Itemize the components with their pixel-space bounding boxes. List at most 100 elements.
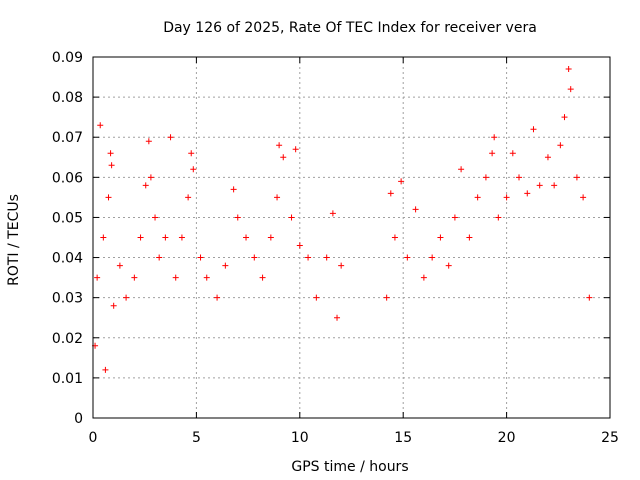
y-tick-label: 0.03 xyxy=(52,291,83,307)
data-point xyxy=(503,194,510,201)
data-point xyxy=(437,234,444,241)
y-axis-label: ROTI / TECUs xyxy=(6,194,22,286)
data-point xyxy=(451,214,458,221)
data-point xyxy=(197,254,204,261)
data-point xyxy=(495,214,502,221)
y-tick-label: 0.07 xyxy=(52,130,83,146)
data-point xyxy=(110,302,117,309)
data-point xyxy=(544,154,551,161)
data-point xyxy=(445,262,452,269)
data-point xyxy=(243,234,250,241)
data-point xyxy=(152,214,159,221)
data-point xyxy=(97,122,104,129)
data-point xyxy=(190,166,197,173)
data-point xyxy=(536,182,543,189)
data-point xyxy=(147,174,154,181)
data-point xyxy=(142,182,149,189)
data-point xyxy=(274,194,281,201)
x-tick-label: 25 xyxy=(601,430,619,446)
data-point xyxy=(108,162,115,169)
data-point xyxy=(296,242,303,249)
data-point xyxy=(185,194,192,201)
data-point xyxy=(489,150,496,157)
data-point xyxy=(222,262,229,269)
data-point xyxy=(292,146,299,153)
data-point xyxy=(203,274,210,281)
data-point xyxy=(172,274,179,281)
grid xyxy=(93,57,610,418)
data-point xyxy=(156,254,163,261)
x-tick-label: 10 xyxy=(291,430,309,446)
data-point xyxy=(276,142,283,149)
x-tick-label: 15 xyxy=(394,430,412,446)
x-tick-label: 5 xyxy=(192,430,201,446)
y-tick-label: 0 xyxy=(74,411,83,427)
data-point xyxy=(102,366,109,373)
x-tick-label: 20 xyxy=(498,430,516,446)
data-point xyxy=(565,66,572,73)
x-axis-label: GPS time / hours xyxy=(291,459,408,475)
x-tick-label: 0 xyxy=(89,430,98,446)
data-point xyxy=(567,86,574,93)
data-point xyxy=(573,174,580,181)
y-tick-labels: 0 0.01 0.02 0.03 0.04 0.05 0.06 0.07 0.08 0.09 xyxy=(52,50,83,427)
data-point xyxy=(100,234,107,241)
data-point xyxy=(329,210,336,217)
data-point xyxy=(551,182,558,189)
data-point xyxy=(131,274,138,281)
data-point xyxy=(412,206,419,213)
data-point xyxy=(458,166,465,173)
data-point xyxy=(145,138,152,145)
data-point xyxy=(267,234,274,241)
data-point xyxy=(214,294,221,301)
y-tick-label: 0.02 xyxy=(52,331,83,347)
data-points xyxy=(92,66,593,373)
data-point xyxy=(466,234,473,241)
y-tick-label: 0.06 xyxy=(52,170,83,186)
data-point xyxy=(509,150,516,157)
data-point xyxy=(420,274,427,281)
data-point xyxy=(524,190,531,197)
data-point xyxy=(116,262,123,269)
data-point xyxy=(557,142,564,149)
data-point xyxy=(280,154,287,161)
data-point xyxy=(387,190,394,197)
data-point xyxy=(234,214,241,221)
data-point xyxy=(586,294,593,301)
plot-frame xyxy=(92,56,611,419)
data-point xyxy=(516,174,523,181)
data-point xyxy=(167,134,174,141)
data-point xyxy=(391,234,398,241)
data-point xyxy=(123,294,130,301)
data-point xyxy=(482,174,489,181)
data-point xyxy=(162,234,169,241)
chart-title: Day 126 of 2025, Rate Of TEC Index for r… xyxy=(163,20,537,36)
y-tick-label: 0.04 xyxy=(52,251,83,267)
x-tick-labels: 0 5 10 15 20 25 xyxy=(89,430,619,446)
data-point xyxy=(530,126,537,133)
data-point xyxy=(251,254,258,261)
data-point xyxy=(313,294,320,301)
data-point xyxy=(94,274,101,281)
data-point xyxy=(429,254,436,261)
data-point xyxy=(188,150,195,157)
data-point xyxy=(178,234,185,241)
data-point xyxy=(334,314,341,321)
tick-marks xyxy=(92,56,611,419)
data-point xyxy=(230,186,237,193)
data-point xyxy=(561,114,568,121)
data-point xyxy=(398,178,405,185)
data-point xyxy=(305,254,312,261)
data-point xyxy=(288,214,295,221)
data-point xyxy=(323,254,330,261)
data-point xyxy=(404,254,411,261)
data-point xyxy=(474,194,481,201)
y-tick-label: 0.05 xyxy=(52,210,83,226)
y-tick-label: 0.09 xyxy=(52,50,83,66)
y-tick-label: 0.08 xyxy=(52,90,83,106)
data-point xyxy=(107,150,114,157)
data-point xyxy=(338,262,345,269)
data-point xyxy=(491,134,498,141)
data-point xyxy=(105,194,112,201)
